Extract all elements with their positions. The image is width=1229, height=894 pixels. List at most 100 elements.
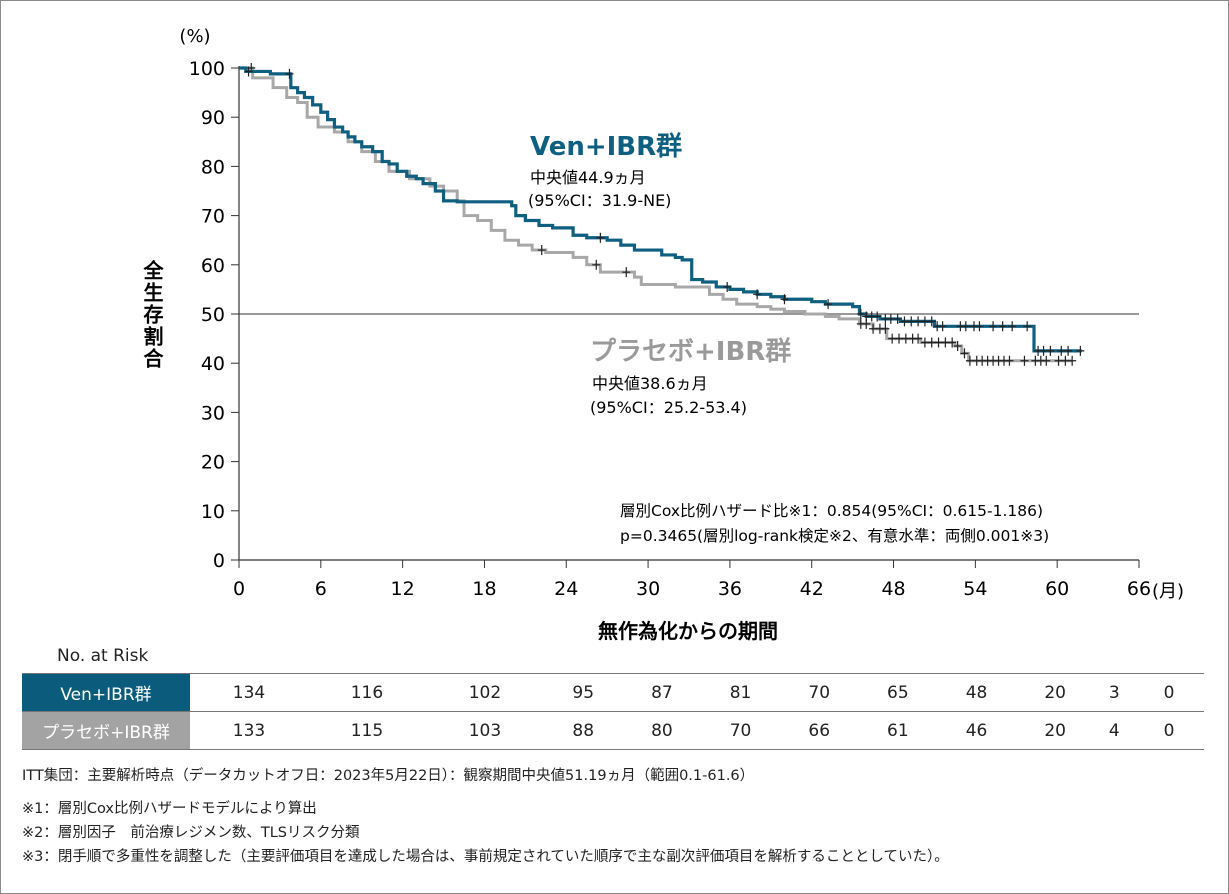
- risk-count: 70: [779, 673, 859, 712]
- axes: 0 10 20 30 40 50 60 70 80 90 100 0 6 12 18 24 30 36 42 48 54…: [189, 58, 1151, 600]
- x-tick-label: 36: [718, 578, 742, 600]
- censor-mark: [938, 321, 947, 332]
- censor-mark: [895, 333, 903, 344]
- risk-count: 103: [425, 711, 544, 750]
- risk-count: 87: [622, 673, 702, 712]
- censor-mark: [1064, 345, 1073, 356]
- risk-count: 88: [543, 711, 623, 750]
- x-tick-label: 12: [391, 578, 415, 600]
- censor-mark: [886, 313, 895, 324]
- censor-mark: [927, 337, 936, 348]
- x-tick-label: 42: [800, 578, 824, 600]
- censor-mark: [920, 337, 929, 348]
- risk-count: 116: [307, 673, 426, 712]
- censor-mark: [989, 321, 998, 332]
- censor-mark: [941, 337, 950, 348]
- footnote-itt: ITT集団：主要解析時点（データカットオフ日：2023年5月22日）：観察期間中…: [22, 768, 755, 784]
- censor-mark: [888, 333, 897, 344]
- censor-mark: [1005, 355, 1014, 366]
- censor-mark: [900, 316, 909, 327]
- ven-ci: (95%CI：31.9-NE): [528, 191, 671, 210]
- censor-mark: [869, 323, 878, 334]
- censor-mark: [723, 281, 732, 292]
- x-tick-label: 30: [636, 578, 660, 600]
- censor-mark: [1008, 321, 1017, 332]
- x-tick-label: 48: [881, 578, 905, 600]
- risk-count: 66: [779, 711, 859, 750]
- p-value-text: p=0.3465(層別log-rank検定※2、有意水準：両側0.001※3): [620, 526, 1049, 545]
- censor-mark: [1061, 355, 1070, 366]
- ven-median: 中央値44.9ヵ月: [530, 168, 646, 187]
- y-tick-label: 80: [201, 156, 225, 178]
- censor-mark: [907, 316, 916, 327]
- placebo-median: 中央値38.6ヵ月: [592, 374, 708, 393]
- censor-mark: [596, 232, 605, 243]
- censor-mark: [1076, 345, 1085, 356]
- y-tick-label: 0: [213, 550, 225, 572]
- risk-count: 3: [1094, 673, 1134, 712]
- censor-mark: [975, 321, 984, 332]
- x-unit: (月): [1152, 581, 1184, 602]
- censor-mark: [1042, 355, 1051, 366]
- censor-mark: [1046, 345, 1055, 356]
- censor-mark: [961, 321, 970, 332]
- y-tick-label: 10: [201, 501, 225, 523]
- censor-mark: [948, 337, 957, 348]
- y-tick-label: 40: [201, 353, 225, 375]
- x-tick-label: 66: [1127, 578, 1151, 600]
- risk-count: 80: [622, 711, 702, 750]
- placebo-legend-label: プラセボ+IBR群: [590, 337, 791, 367]
- risk-count: 20: [1015, 711, 1095, 750]
- censor-mark: [960, 348, 969, 359]
- risk-count: 102: [425, 673, 544, 712]
- footnote-2: ※2：層別因子 前治療レジメン数、TLSリスク分類: [22, 825, 360, 841]
- risk-count: 20: [1015, 673, 1095, 712]
- curves: [239, 63, 1085, 366]
- risk-count: 65: [858, 673, 938, 712]
- risk-row-label: Ven+IBR群: [22, 673, 190, 712]
- censor-mark: [914, 333, 923, 344]
- censor-mark: [998, 321, 1007, 332]
- censor-mark: [901, 333, 910, 344]
- risk-count: 115: [307, 711, 426, 750]
- y-tick-label: 30: [201, 402, 225, 424]
- x-tick-label: 60: [1045, 578, 1069, 600]
- y-tick-label: 70: [201, 206, 225, 228]
- risk-count: 81: [701, 673, 780, 712]
- x-tick-label: 24: [554, 578, 578, 600]
- y-axis-label: 全生存割合: [140, 259, 164, 370]
- risk-row-placebo: プラセボ+IBR群 133 115 103 88 80 70 66 61 46 20 4 0: [22, 711, 1204, 750]
- censor-mark: [780, 294, 789, 305]
- y-tick-label: 60: [201, 255, 225, 277]
- risk-count: 4: [1094, 711, 1134, 750]
- ven-legend-label: Ven+IBR群: [530, 132, 682, 162]
- risk-count: 61: [858, 711, 938, 750]
- footnote-3: ※3：閉手順で多重性を調整した（主要評価項目を達成した場合は、事前規定されていた…: [22, 849, 949, 865]
- censor-mark: [856, 309, 865, 319]
- censor-mark: [824, 299, 833, 310]
- y-tick-label: 20: [201, 452, 225, 474]
- y-unit: (%): [179, 26, 210, 47]
- y-tick-label: 100: [189, 58, 225, 80]
- risk-table-title: No. at Risk: [57, 646, 149, 666]
- risk-count: 133: [190, 711, 308, 750]
- x-tick-label: 0: [233, 578, 245, 600]
- risk-count: 0: [1134, 673, 1204, 712]
- censor-mark: [244, 66, 253, 77]
- censor-mark: [537, 245, 546, 256]
- censor-mark: [873, 311, 882, 322]
- x-tick-label: 54: [963, 578, 987, 600]
- censor-mark: [914, 316, 923, 327]
- placebo-ci: (95%CI：25.2-53.4): [590, 398, 747, 417]
- censor-mark: [1057, 345, 1066, 356]
- censor-mark: [881, 323, 890, 334]
- hazard-ratio-text: 層別Cox比例ハザード比※1：0.854(95%CI：0.615-1.186): [620, 502, 1043, 520]
- censor-mark: [592, 259, 601, 270]
- ven-ibr-survival-curve: [239, 66, 1082, 353]
- censor-mark: [934, 337, 943, 348]
- censor-mark: [622, 267, 631, 278]
- censor-mark: [965, 355, 974, 366]
- y-tick-label: 50: [201, 304, 225, 326]
- censor-mark: [1023, 321, 1032, 332]
